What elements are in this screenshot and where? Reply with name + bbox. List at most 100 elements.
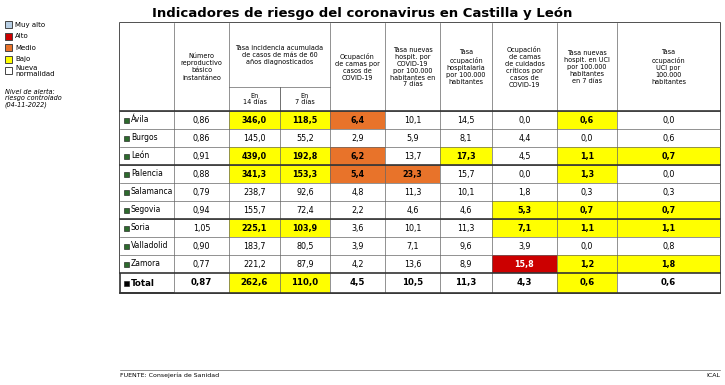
- Bar: [440, 165, 492, 183]
- Bar: [492, 111, 557, 129]
- Text: 2,9: 2,9: [351, 134, 364, 142]
- Bar: [174, 255, 229, 273]
- Text: 4,5: 4,5: [518, 152, 531, 161]
- Bar: [557, 255, 617, 273]
- Bar: [440, 201, 492, 219]
- Text: 0,0: 0,0: [663, 116, 675, 124]
- Text: 11,3: 11,3: [457, 224, 475, 233]
- Bar: [385, 273, 440, 293]
- Text: 1,8: 1,8: [661, 259, 676, 268]
- Bar: [492, 219, 557, 237]
- Bar: [385, 111, 440, 129]
- Bar: [617, 165, 720, 183]
- Text: 9,6: 9,6: [460, 241, 472, 251]
- Bar: [229, 219, 280, 237]
- Text: Tasa nuevas
hospit. en UCI
por 100.000
habitantes
en 7 días: Tasa nuevas hospit. en UCI por 100.000 h…: [564, 50, 610, 84]
- Text: 0,0: 0,0: [581, 134, 593, 142]
- Text: 110,0: 110,0: [291, 278, 318, 288]
- Text: Ávila: Ávila: [131, 116, 149, 124]
- Text: Segovia: Segovia: [131, 206, 162, 214]
- Bar: [385, 237, 440, 255]
- Bar: [174, 111, 229, 129]
- Text: 1,05: 1,05: [193, 224, 210, 233]
- Text: 4,8: 4,8: [352, 187, 364, 196]
- Bar: [120, 165, 174, 183]
- Text: 0,7: 0,7: [661, 152, 676, 161]
- Text: 7,1: 7,1: [518, 224, 531, 233]
- Bar: [229, 111, 280, 129]
- Text: Número
reproductivo
básico
instantáneo: Número reproductivo básico instantáneo: [181, 54, 223, 80]
- Bar: [492, 129, 557, 147]
- Text: Bajo: Bajo: [15, 56, 30, 62]
- Bar: [124, 117, 129, 122]
- Bar: [120, 237, 174, 255]
- Bar: [5, 21, 12, 28]
- Bar: [124, 154, 129, 159]
- Text: 10,1: 10,1: [404, 116, 421, 124]
- Text: ICAL: ICAL: [706, 373, 720, 378]
- Bar: [280, 183, 330, 201]
- Bar: [124, 171, 129, 176]
- Text: Indicadores de riesgo del coronavirus en Castilla y León: Indicadores de riesgo del coronavirus en…: [152, 7, 573, 20]
- Text: 221,2: 221,2: [243, 259, 266, 268]
- Text: 4,4: 4,4: [518, 134, 531, 142]
- Text: 87,9: 87,9: [297, 259, 314, 268]
- Bar: [330, 183, 385, 201]
- Bar: [385, 183, 440, 201]
- Bar: [5, 44, 12, 51]
- Bar: [617, 147, 720, 165]
- Text: Salamanca: Salamanca: [131, 187, 173, 196]
- Bar: [120, 201, 174, 219]
- Text: Ocupación
de camas por
casos de
COVID-19: Ocupación de camas por casos de COVID-19: [335, 53, 380, 81]
- Text: Nueva: Nueva: [15, 65, 38, 70]
- Text: 0,6: 0,6: [580, 116, 594, 124]
- Text: 0,3: 0,3: [581, 187, 593, 196]
- Text: 0,0: 0,0: [581, 241, 593, 251]
- Text: 7,1: 7,1: [406, 241, 419, 251]
- Bar: [330, 237, 385, 255]
- Bar: [557, 201, 617, 219]
- Text: Palencia: Palencia: [131, 169, 163, 179]
- Text: 4,2: 4,2: [351, 259, 364, 268]
- Text: FUENTE: Consejería de Sanidad: FUENTE: Consejería de Sanidad: [120, 373, 219, 378]
- Text: 0,7: 0,7: [580, 206, 594, 214]
- Bar: [385, 201, 440, 219]
- Text: 262,6: 262,6: [241, 278, 268, 288]
- Bar: [557, 219, 617, 237]
- Text: 0,77: 0,77: [193, 259, 210, 268]
- Text: 6,2: 6,2: [350, 152, 365, 161]
- Text: 183,7: 183,7: [244, 241, 266, 251]
- Text: 0,7: 0,7: [661, 206, 676, 214]
- Text: Zamora: Zamora: [131, 259, 161, 268]
- Text: 10,1: 10,1: [457, 187, 475, 196]
- Bar: [557, 183, 617, 201]
- Bar: [557, 165, 617, 183]
- Bar: [492, 255, 557, 273]
- Bar: [492, 147, 557, 165]
- Text: 155,7: 155,7: [243, 206, 266, 214]
- Text: 0,0: 0,0: [518, 169, 531, 179]
- Text: Medio: Medio: [15, 45, 36, 50]
- Text: 6,4: 6,4: [350, 116, 365, 124]
- Text: 0,0: 0,0: [518, 116, 531, 124]
- Text: 0,6: 0,6: [663, 134, 675, 142]
- Bar: [330, 273, 385, 293]
- Text: 11,3: 11,3: [404, 187, 421, 196]
- Bar: [229, 129, 280, 147]
- Bar: [174, 147, 229, 165]
- Bar: [492, 183, 557, 201]
- Text: (04-11-2022): (04-11-2022): [5, 102, 48, 108]
- Bar: [174, 237, 229, 255]
- Bar: [330, 147, 385, 165]
- Bar: [330, 201, 385, 219]
- Text: 0,91: 0,91: [193, 152, 210, 161]
- Text: 72,4: 72,4: [297, 206, 314, 214]
- Text: riesgo controlado: riesgo controlado: [5, 95, 62, 101]
- Text: 4,5: 4,5: [349, 278, 365, 288]
- Text: 0,0: 0,0: [663, 169, 675, 179]
- Bar: [440, 111, 492, 129]
- Text: 1,2: 1,2: [580, 259, 594, 268]
- Text: 14,5: 14,5: [457, 116, 475, 124]
- Text: 0,90: 0,90: [193, 241, 210, 251]
- Text: 0,6: 0,6: [661, 278, 676, 288]
